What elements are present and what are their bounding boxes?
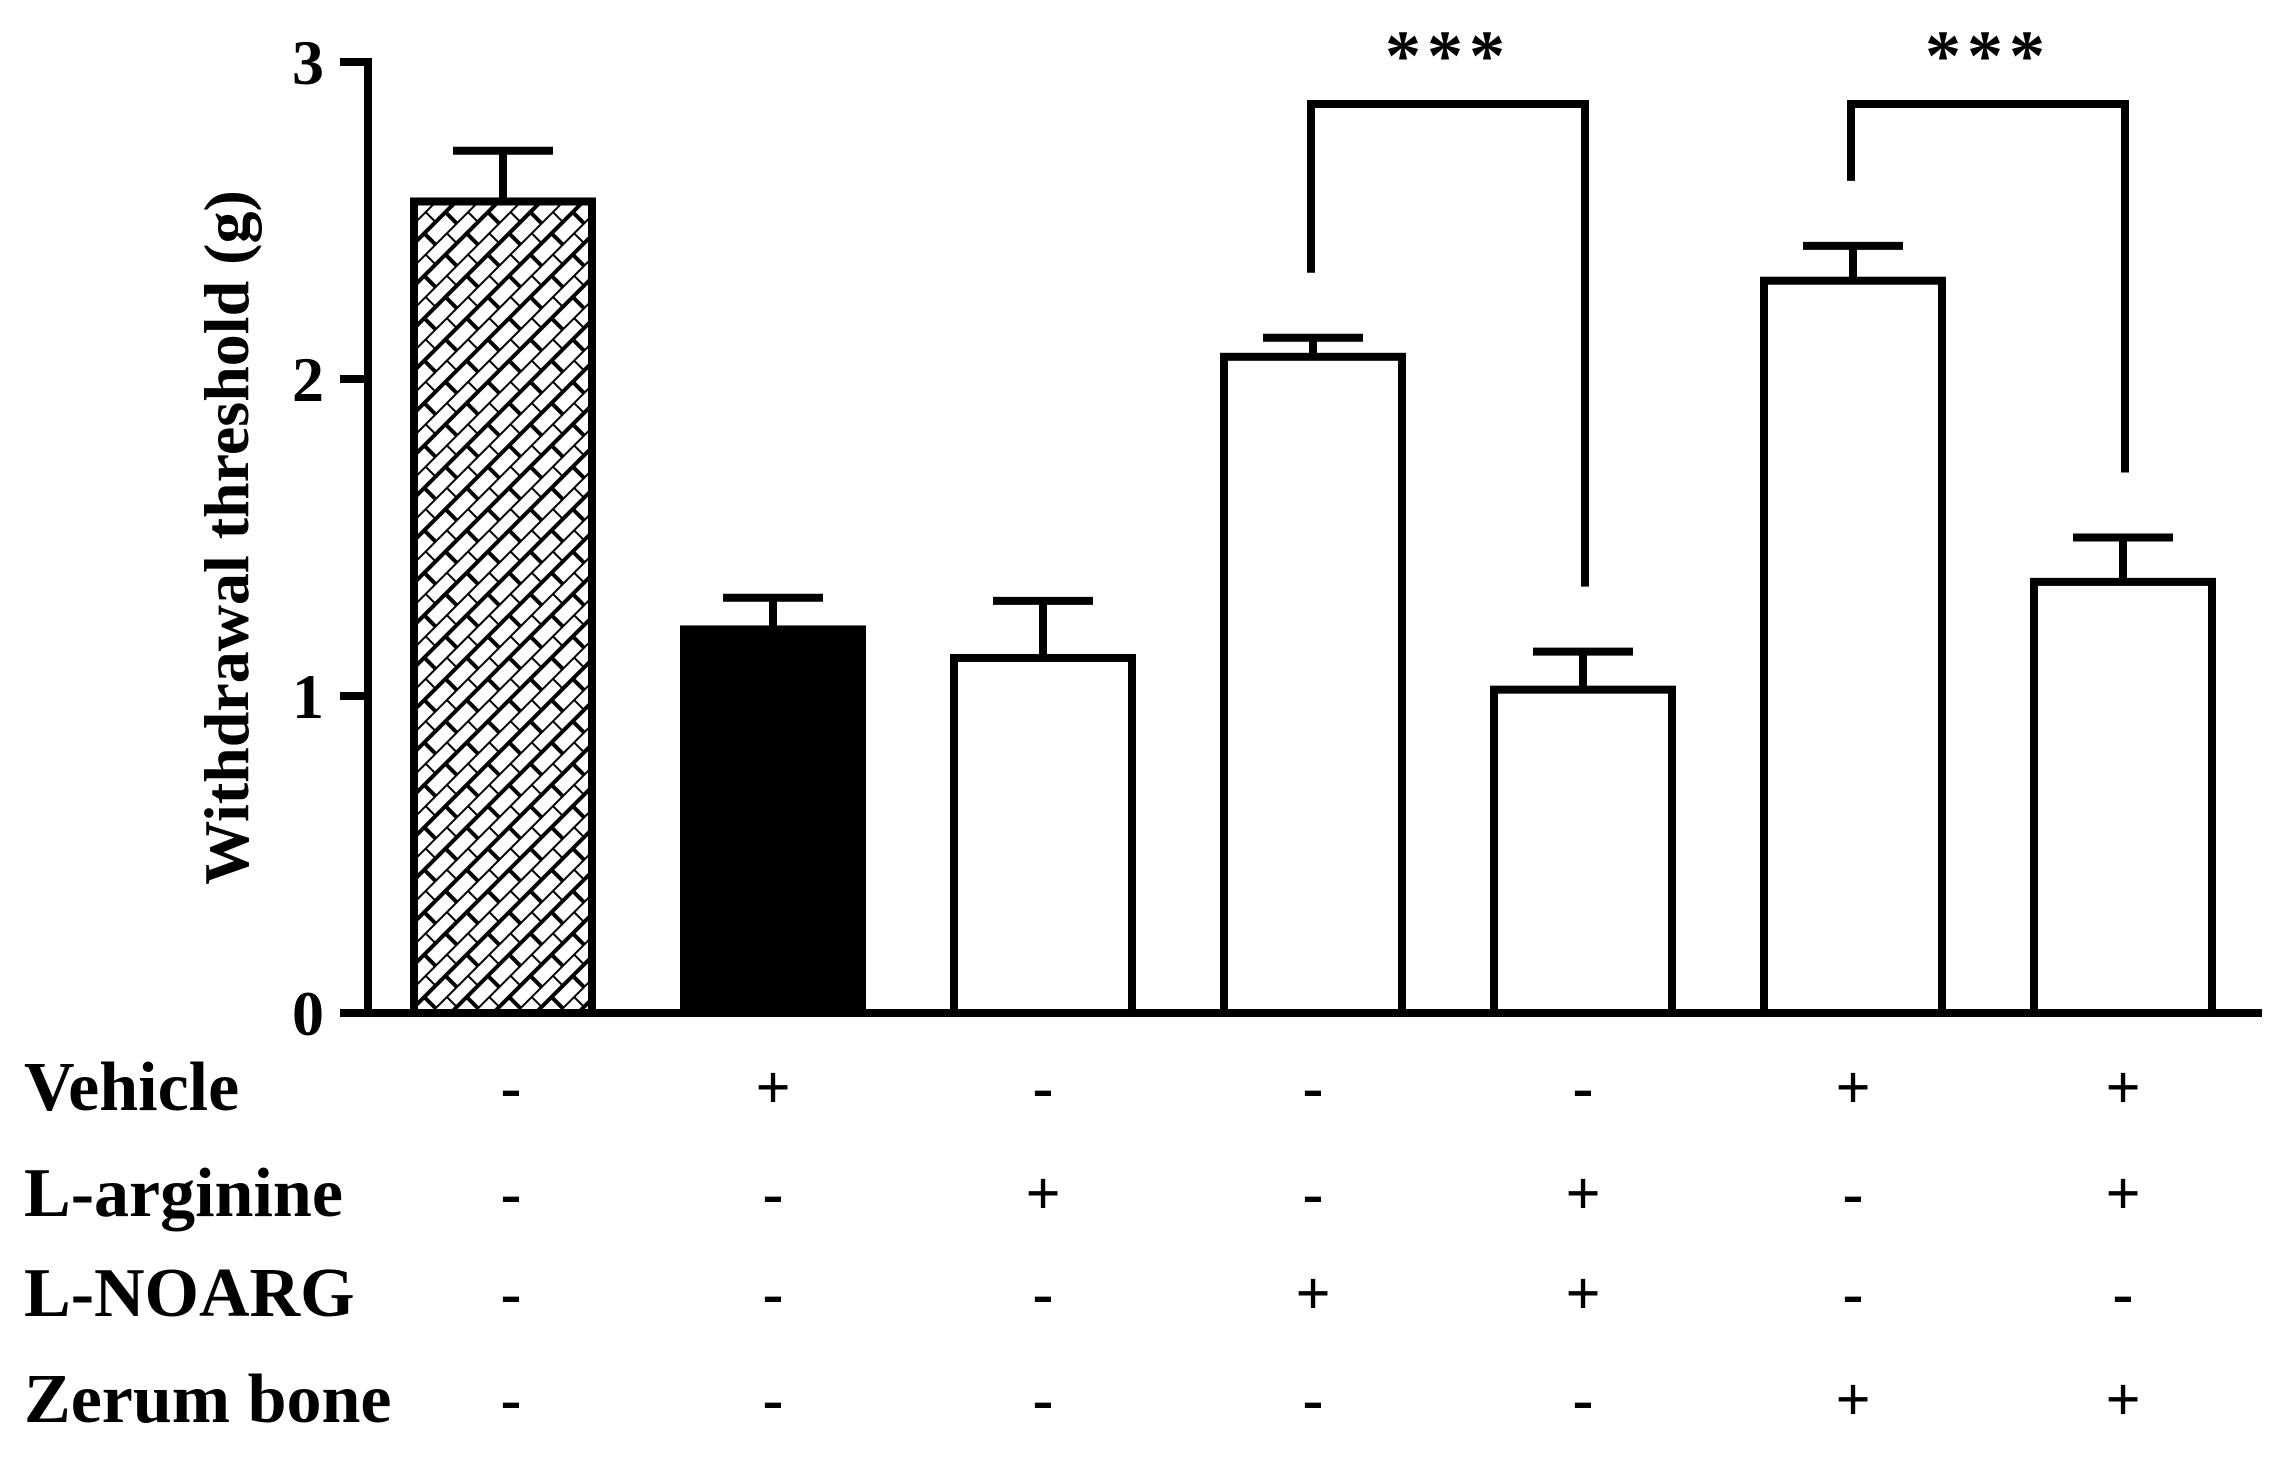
bar (410, 197, 596, 1018)
treatment-label: L-arginine (24, 1155, 343, 1232)
treatment-sign: - (1843, 1260, 1864, 1328)
treatment-sign: - (1303, 1366, 1324, 1434)
treatment-sign: - (1303, 1160, 1324, 1228)
treatment-table: Vehicle - + - - - + + L-arginine - - + - + - + L-NOARG - -… (24, 1049, 2141, 1438)
treatment-sign: + (1025, 1160, 1060, 1228)
error-bars (453, 146, 2173, 690)
bar (950, 653, 1136, 1018)
y-axis-title: Withdrawal threshold (g) (191, 190, 262, 885)
treatment-sign: - (763, 1366, 784, 1434)
bar (1220, 352, 1406, 1017)
treatment-sign: - (1573, 1054, 1594, 1122)
treatment-sign: + (2105, 1054, 2140, 1122)
significance-label: *** (1925, 16, 2051, 96)
treatment-sign: + (1835, 1366, 1870, 1434)
treatment-label: Zerum bone (24, 1361, 392, 1438)
treatment-label: L-NOARG (24, 1255, 355, 1332)
treatment-sign: + (2105, 1160, 2140, 1228)
treatment-sign: + (2105, 1366, 2140, 1434)
treatment-sign: + (1835, 1054, 1870, 1122)
treatment-sign: - (1033, 1054, 1054, 1122)
treatment-sign: - (501, 1366, 522, 1434)
significance-brackets: *** *** (1307, 16, 2129, 587)
treatment-sign: - (1573, 1366, 1594, 1434)
significance-bracket (1847, 100, 2129, 473)
treatment-sign: - (1033, 1260, 1054, 1328)
treatment-sign: - (763, 1160, 784, 1228)
treatment-sign: + (1565, 1160, 1600, 1228)
treatment-sign: - (2113, 1260, 2134, 1328)
treatment-sign: + (755, 1054, 790, 1122)
significance-label: *** (1385, 16, 1511, 96)
bar (2030, 577, 2216, 1017)
treatment-sign: + (1295, 1260, 1330, 1328)
bar (680, 625, 866, 1017)
treatment-sign: - (1033, 1366, 1054, 1434)
bars (410, 197, 2216, 1018)
y-tick-label: 0 (292, 978, 324, 1049)
bar (1490, 685, 1676, 1017)
treatment-label: Vehicle (24, 1049, 239, 1126)
bar (1760, 276, 1946, 1018)
treatment-sign: + (1565, 1260, 1600, 1328)
treatment-sign: - (763, 1260, 784, 1328)
treatment-sign: - (501, 1260, 522, 1328)
significance-bracket (1307, 100, 1589, 587)
y-tick-label: 2 (292, 344, 324, 415)
treatment-sign: - (501, 1054, 522, 1122)
y-tick-label: 1 (292, 661, 324, 732)
treatment-sign: - (1843, 1160, 1864, 1228)
treatment-sign: - (501, 1160, 522, 1228)
y-tick-label: 3 (292, 27, 324, 98)
treatment-sign: - (1303, 1054, 1324, 1122)
